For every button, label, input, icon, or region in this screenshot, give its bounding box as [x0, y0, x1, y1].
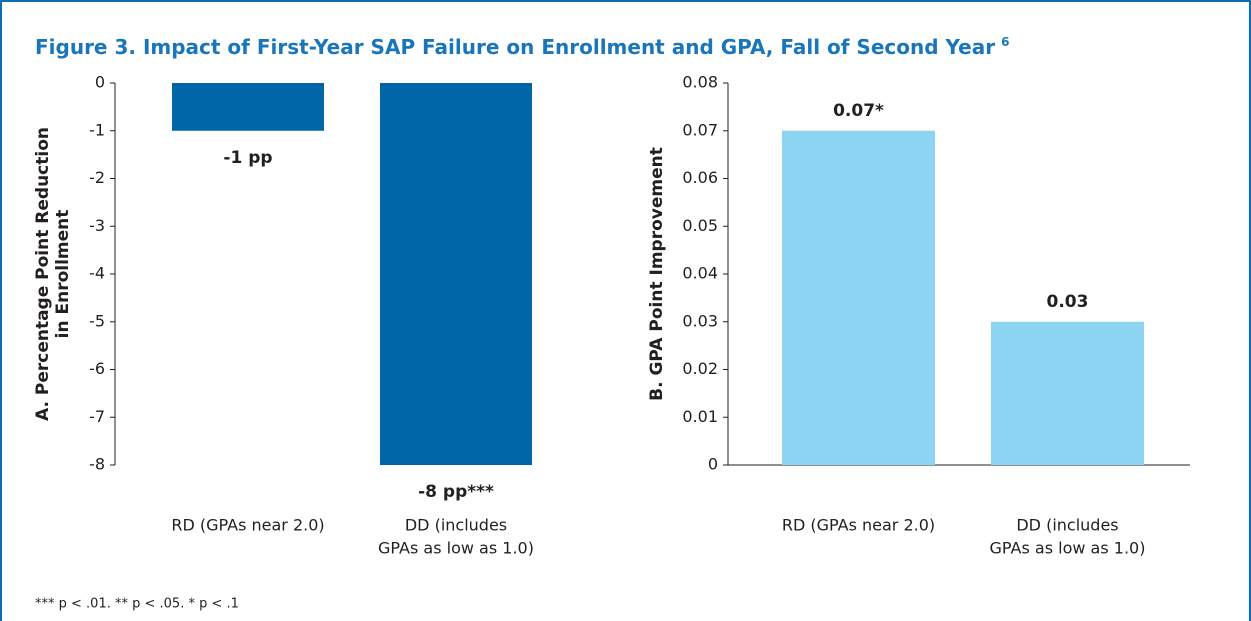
y-tick-label: -2	[89, 168, 105, 187]
y-tick-label: 0.08	[682, 73, 718, 92]
y-tick-label: -4	[89, 264, 105, 283]
value-label: -1 pp	[223, 148, 272, 168]
value-label: -8 pp***	[418, 482, 494, 502]
y-axis-label: B. GPA Point Improvement	[647, 147, 667, 401]
y-tick-label: -8	[89, 455, 105, 474]
value-label: 0.07*	[833, 101, 884, 121]
y-axis-label: in Enrollment	[53, 210, 73, 339]
y-tick-label: -5	[89, 311, 105, 330]
x-tick-label: RD (GPAs near 2.0)	[171, 516, 324, 535]
footnote: *** p < .01. ** p < .05. * p < .1	[35, 597, 239, 612]
y-tick-label: 0	[95, 73, 105, 92]
y-tick-label: -7	[89, 407, 105, 426]
y-axis-label: A. Percentage Point Reduction	[33, 127, 53, 421]
title-footnote: 6	[1001, 35, 1009, 49]
bar	[991, 321, 1144, 465]
y-tick-label: 0.04	[682, 264, 718, 283]
y-tick-label: -3	[89, 216, 105, 235]
bar	[380, 83, 532, 465]
y-tick-label: 0.03	[682, 311, 718, 330]
y-tick-label: 0.05	[682, 216, 718, 235]
x-tick-label: RD (GPAs near 2.0)	[782, 516, 935, 535]
bar	[782, 130, 935, 465]
y-tick-label: 0.06	[682, 168, 718, 187]
y-tick-label: -1	[89, 120, 105, 139]
x-tick-label: GPAs as low as 1.0)	[990, 539, 1146, 558]
value-label: 0.03	[1047, 292, 1089, 312]
figure-title: Figure 3. Impact of First-Year SAP Failu…	[35, 35, 1009, 59]
y-tick-label: 0	[708, 455, 718, 474]
y-tick-label: 0.02	[682, 359, 718, 378]
x-tick-label: GPAs as low as 1.0)	[378, 539, 534, 558]
bar	[172, 83, 324, 131]
x-tick-label: DD (includes	[405, 516, 507, 535]
title-text: Figure 3. Impact of First-Year SAP Failu…	[35, 35, 995, 59]
y-tick-label: 0.07	[682, 120, 718, 139]
y-tick-label: -6	[89, 359, 105, 378]
x-tick-label: DD (includes	[1016, 516, 1118, 535]
y-tick-label: 0.01	[682, 407, 718, 426]
